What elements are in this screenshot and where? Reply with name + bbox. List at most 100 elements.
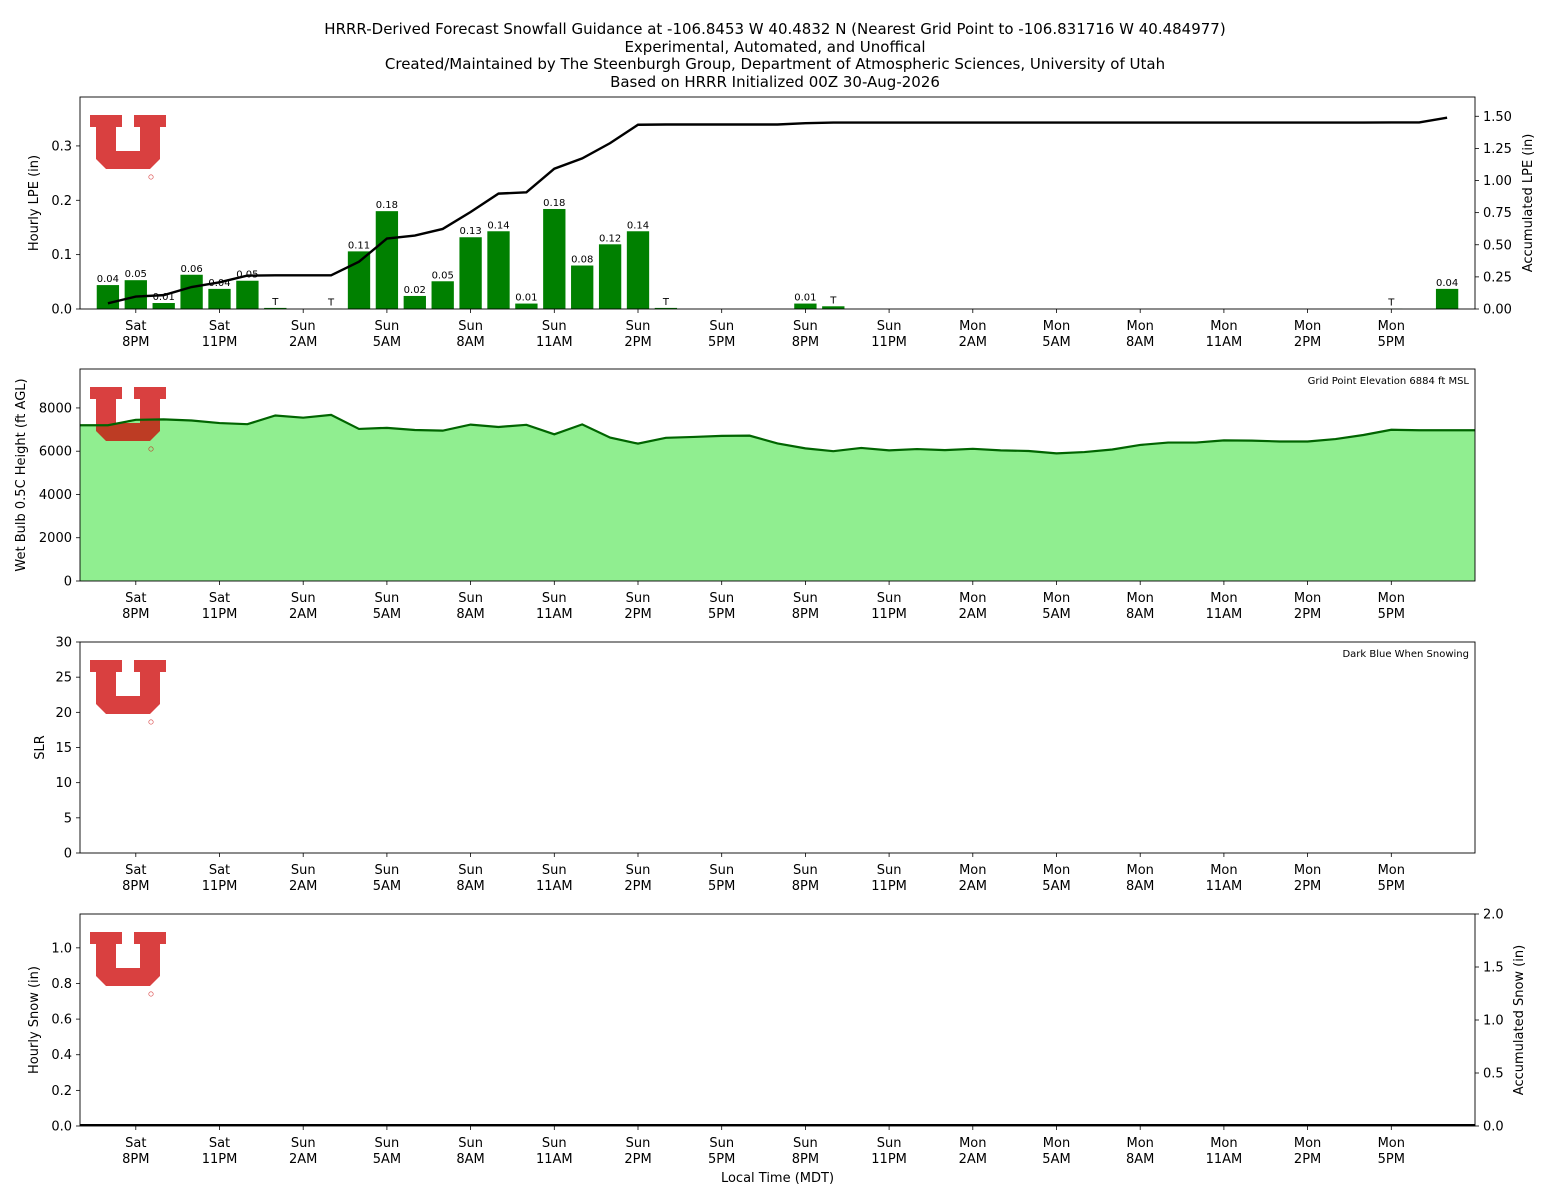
slr-y-tick-label: 0 (64, 847, 72, 862)
lpe-bar (152, 303, 175, 309)
panel-frame-3 (79, 641, 1476, 854)
x-tick-label-time: 5PM (1378, 607, 1405, 622)
x-tick-label-day: Sun (542, 591, 567, 606)
lpe-bar-label: 0.05 (125, 269, 147, 280)
lpe-bar-label: 0.04 (1436, 278, 1458, 289)
grid-point-elevation-annotation: Grid Point Elevation 6884 ft MSL (1308, 376, 1470, 387)
registered-mark-icon-2 (148, 446, 154, 452)
snow-y-tick-label: 0.4 (51, 1048, 72, 1063)
lpe-bar-label: 0.08 (571, 255, 593, 266)
x-tick-label-day: Sat (209, 863, 230, 878)
x-tick-label-day: Mon (1378, 319, 1405, 334)
x-tick-label-time: 2PM (624, 335, 651, 350)
x-tick-label-day: Mon (1043, 863, 1070, 878)
lpe-bar-label: 0.11 (348, 240, 370, 251)
x-tick-label-day: Sat (209, 591, 230, 606)
x-tick-label-day: Sun (291, 863, 316, 878)
lpe-y2-tick-label: 1.25 (1483, 142, 1512, 157)
x-tick-label-time: 2PM (624, 1152, 651, 1167)
x-tick-label-day: Mon (1210, 591, 1237, 606)
university-of-utah-logo-3 (90, 660, 166, 714)
x-tick-label-time: 11AM (1206, 879, 1243, 894)
x-tick-label-day: Sun (709, 863, 734, 878)
x-tick-label-day: Sun (626, 863, 651, 878)
x-tick-label-time: 2AM (289, 1152, 317, 1167)
wetbulb-area-fill (80, 414, 1475, 581)
x-tick-label-day: Sun (458, 863, 483, 878)
lpe-bar-label: 0.02 (404, 285, 426, 296)
lpe-bar (459, 237, 482, 309)
x-tick-label-day: Mon (1043, 591, 1070, 606)
lpe-y2-tick-label: 0.25 (1483, 270, 1512, 285)
x-tick-label-day: Sun (793, 1136, 818, 1151)
x-tick-label-day: Mon (1126, 1136, 1153, 1151)
x-tick-label-time: 11PM (202, 1152, 238, 1167)
x-tick-label-day: Sun (375, 1136, 400, 1151)
x-tick-label-day: Sun (375, 319, 400, 334)
x-tick-label-time: 11PM (871, 1152, 907, 1167)
snow-y2-tick-label: 1.5 (1483, 961, 1504, 976)
lpe-y2-tick-label: 0.00 (1483, 303, 1512, 318)
x-tick-label-time: 11PM (202, 879, 238, 894)
x-tick-label-day: Sun (626, 591, 651, 606)
lpe-bar (487, 231, 510, 309)
x-tick-label-time: 8PM (792, 607, 819, 622)
x-tick-label-time: 8PM (122, 879, 149, 894)
x-tick-label-time: 8PM (792, 879, 819, 894)
x-tick-label-time: 5AM (373, 607, 401, 622)
x-tick-label-time: 5AM (1042, 1152, 1070, 1167)
x-tick-label-day: Mon (1210, 863, 1237, 878)
x-tick-label-day: Sun (458, 591, 483, 606)
x-tick-label-time: 11PM (871, 607, 907, 622)
x-tick-label-day: Sun (709, 319, 734, 334)
lpe-bar (543, 208, 566, 309)
registered-mark-icon-1 (148, 174, 154, 180)
x-tick-label-time: 2AM (289, 607, 317, 622)
x-tick-label-day: Mon (959, 319, 986, 334)
slr-y-axis-label: SLR (33, 735, 48, 760)
x-tick-label-time: 11AM (536, 607, 573, 622)
x-tick-label-time: 2PM (1294, 607, 1321, 622)
lpe-bar (515, 303, 538, 309)
snow-y-tick-label: 1.0 (51, 941, 72, 956)
lpe-bar (626, 231, 650, 309)
lpe-y2-tick-label: 0.75 (1483, 206, 1512, 221)
x-tick-label-time: 11PM (871, 335, 907, 350)
x-tick-label-time: 11AM (536, 335, 573, 350)
lpe-bar-label: 0.18 (543, 198, 565, 209)
x-tick-label-time: 5PM (1378, 1152, 1405, 1167)
x-tick-label-time: 2PM (624, 607, 651, 622)
x-tick-label-time: 8PM (792, 335, 819, 350)
x-tick-label-day: Mon (959, 1136, 986, 1151)
x-tick-label-day: Mon (1043, 1136, 1070, 1151)
x-tick-label-time: 8AM (456, 607, 484, 622)
lpe-bar (403, 295, 426, 309)
lpe-bar-label: 0.04 (97, 274, 119, 285)
x-tick-label-day: Mon (1294, 319, 1321, 334)
x-tick-label-time: 5PM (708, 879, 735, 894)
lpe-bar-label: 0.01 (515, 293, 537, 304)
lpe-bar (794, 303, 817, 309)
slr-y-tick-label: 25 (55, 671, 72, 686)
x-tick-label-time: 5PM (1378, 335, 1405, 350)
snow-y-tick-label: 0.8 (51, 977, 72, 992)
panel-frame-4 (79, 913, 1476, 1127)
x-tick-label-day: Sun (877, 319, 902, 334)
lpe-y2-tick-label: 1.50 (1483, 110, 1512, 125)
x-tick-label-time: 2AM (959, 879, 987, 894)
slr-y-tick-label: 20 (55, 706, 72, 721)
lpe-bar (264, 307, 287, 309)
figure-title: HRRR-Derived Forecast Snowfall Guidance … (0, 20, 1550, 91)
x-tick-label-day: Sun (626, 1136, 651, 1151)
lpe-bar-label: 0.13 (459, 226, 481, 237)
lpe-bar-label: 0.01 (794, 293, 816, 304)
x-tick-label-time: 8PM (122, 335, 149, 350)
snow-y2-tick-label: 1.0 (1483, 1014, 1504, 1029)
accumulated-lpe-line (107, 116, 1448, 305)
x-tick-label-day: Mon (1294, 591, 1321, 606)
x-tick-label-time: 8PM (792, 1152, 819, 1167)
lpe-y-tick-label: 0.1 (51, 248, 72, 263)
title-line-2: Experimental, Automated, and Unoffical (624, 37, 926, 56)
title-line-3: Created/Maintained by The Steenburgh Gro… (384, 55, 1166, 73)
